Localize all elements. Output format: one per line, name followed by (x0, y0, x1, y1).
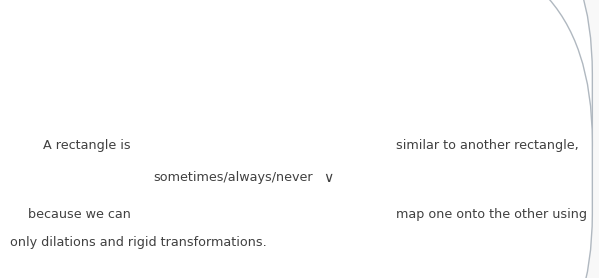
Text: Complete the similarity statement.: Complete the similarity statement. (10, 18, 243, 31)
Text: only dilations and rigid transformations.: only dilations and rigid transformations… (10, 236, 267, 249)
Text: similar to another rectangle,: similar to another rectangle, (397, 140, 579, 152)
Text: sometimes/always/never: sometimes/always/never (153, 172, 313, 184)
Text: A rectangle is: A rectangle is (43, 140, 131, 152)
Text: map one onto the other using: map one onto the other using (397, 208, 588, 220)
Text: sometimes/always/never: sometimes/always/never (153, 103, 313, 116)
Text: ∨: ∨ (323, 171, 333, 185)
Text: because we can: because we can (28, 208, 131, 220)
Text: ∨: ∨ (323, 103, 333, 117)
